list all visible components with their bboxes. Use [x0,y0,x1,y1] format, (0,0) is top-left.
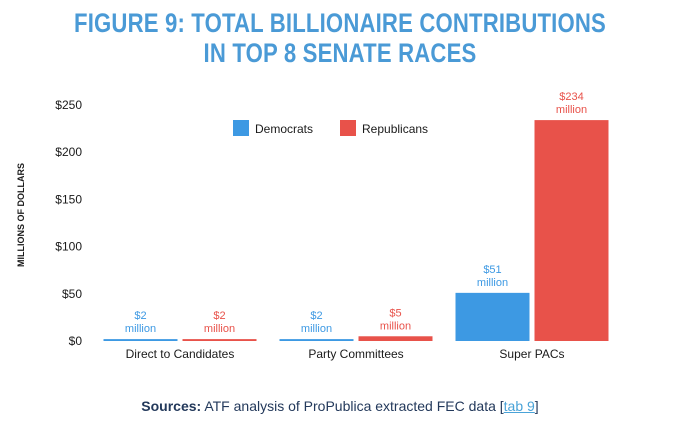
data-label: $2 [310,310,322,322]
legend-label-democrats: Democrats [255,122,313,136]
legend-label-republicans: Republicans [362,122,428,136]
y-tick-label: $250 [55,98,82,112]
source-note: Sources: ATF analysis of ProPublica extr… [0,398,680,414]
bar-democrats-1 [279,339,354,341]
x-tick-label: Party Committees [308,347,403,361]
data-label: million [477,277,508,289]
source-close-bracket: ] [534,398,539,414]
data-label: $2 [213,310,225,322]
data-label: million [556,104,587,116]
data-label: million [125,323,156,335]
data-label: $2 [134,310,146,322]
source-table-link[interactable]: tab 9 [503,398,535,414]
y-axis-label: MILLIONS OF DOLLARS [16,163,26,267]
data-label: $5 [389,307,401,319]
chart-title-line-1: FIGURE 9: TOTAL BILLIONAIRE CONTRIBUTION… [74,8,606,38]
data-label: $234 [559,91,583,103]
x-tick-label: Direct to Candidates [126,347,235,361]
y-tick-label: $100 [55,240,82,254]
bar-republicans-1 [358,336,433,341]
legend-swatch-republicans [340,120,356,136]
bar-democrats-0 [103,339,178,341]
bar-republicans-0 [182,339,257,341]
data-label: million [204,323,235,335]
x-tick-label: Super PACs [499,347,564,361]
bars: $2million$2million$2million$5million$51m… [103,91,609,341]
data-label: million [301,323,332,335]
source-text: ATF analysis of ProPublica extracted FEC… [201,398,504,414]
chart-title-line-2: IN TOP 8 SENATE RACES [203,38,477,68]
bar-democrats-2 [455,292,530,341]
bar-republicans-2 [534,120,609,341]
source-label: Sources: [141,398,202,414]
y-tick-label: $50 [62,287,82,301]
x-axis: Direct to Candidates Party Committees Supe… [126,347,565,361]
y-tick-label: $0 [69,334,83,348]
legend-swatch-democrats [233,120,249,136]
chart-title: FIGURE 9: TOTAL BILLIONAIRE CONTRIBUTION… [61,8,619,68]
legend: Democrats Republicans [233,120,428,136]
y-tick-label: $200 [55,145,82,159]
data-label: $51 [483,264,501,276]
y-tick-label: $150 [55,192,82,206]
data-label: million [380,320,411,332]
y-axis: $0 $50 $100 $150 $200 $250 [55,98,82,348]
